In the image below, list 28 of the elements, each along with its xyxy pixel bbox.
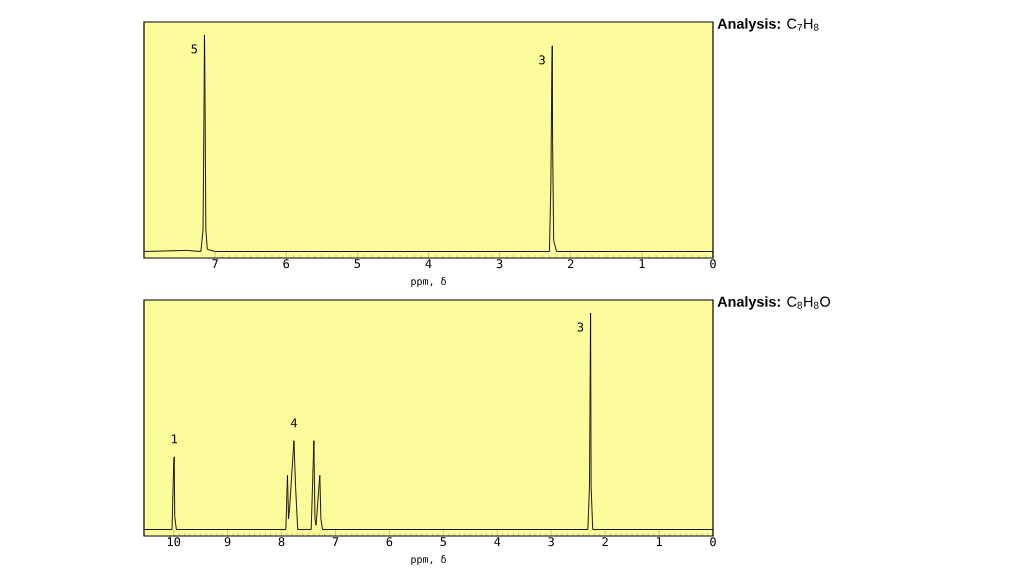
x-tick-label: 7 — [212, 259, 218, 268]
text: Analysis: C$_{8}$H$_{8}$O — [717, 296, 830, 310]
x-tick-label: 5 — [354, 259, 361, 269]
x-tick-label: 3 — [548, 537, 554, 547]
annotation: 5 — [191, 44, 197, 54]
x-tick-label: 1 — [639, 259, 645, 268]
annotation: 3 — [539, 55, 545, 65]
x-tick-label: 0 — [710, 537, 716, 547]
x-axis-title: ppm, δ — [411, 277, 446, 287]
x-tick-label: 4 — [425, 259, 432, 268]
x-tick-label: 1 — [656, 537, 662, 546]
x-tick-label: 7 — [332, 537, 339, 546]
x-tick-label: 5 — [440, 537, 446, 547]
x-tick-label: 9 — [224, 537, 231, 547]
x-tick-label: 3 — [496, 259, 503, 269]
x-tick-label: 2 — [602, 537, 608, 547]
x-axis-title: ppm, δ — [411, 555, 446, 565]
x-tick-label: 6 — [386, 537, 393, 547]
x-tick-label: 8 — [278, 537, 285, 547]
annotation: 4 — [290, 418, 297, 428]
annotation: 1 — [172, 434, 177, 444]
x-tick-label: 0 — [710, 259, 716, 269]
text: Analysis: C$_{7}$H$_{8}$ — [717, 18, 819, 32]
annotation: 3 — [577, 322, 584, 332]
x-tick-label: 10 — [167, 537, 181, 547]
x-tick-label: 6 — [283, 259, 290, 269]
x-tick-label: 4 — [494, 537, 501, 546]
x-tick-label: 2 — [568, 259, 574, 269]
